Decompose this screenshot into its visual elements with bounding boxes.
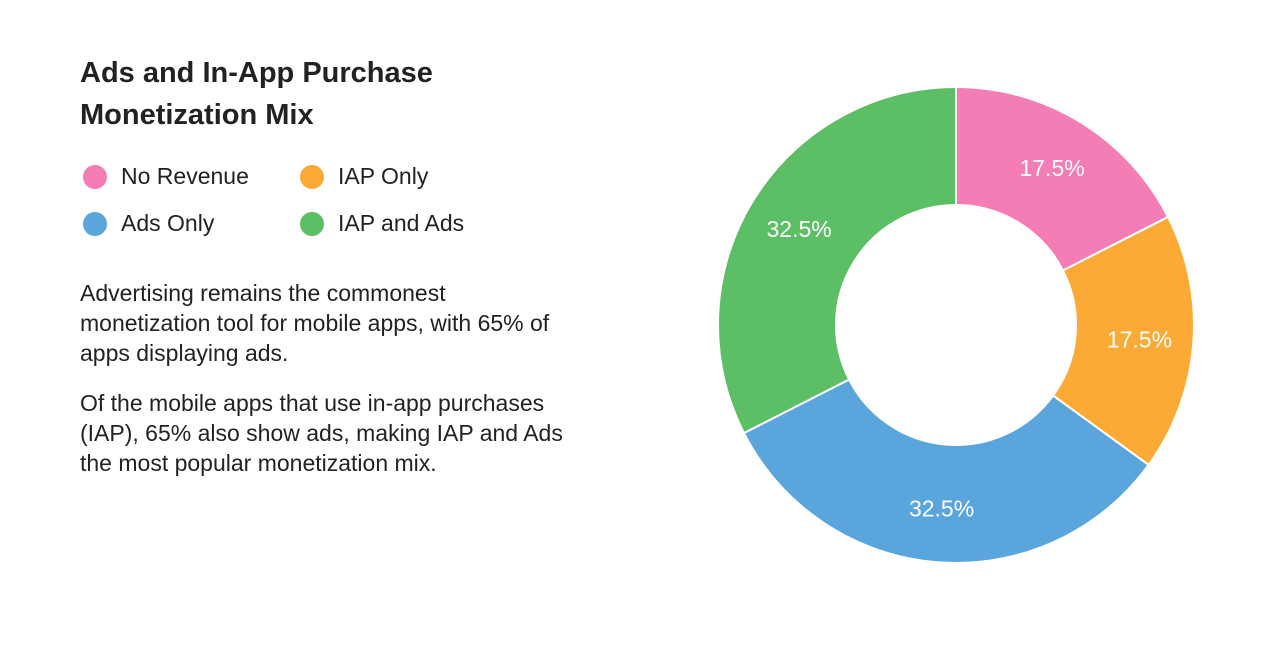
legend: No Revenue IAP Only Ads Only IAP and Ads	[80, 162, 580, 238]
description-paragraph-ads: Advertising remains the commonest moneti…	[80, 280, 550, 366]
slice-label-iap-and-ads: 32.5%	[767, 216, 832, 242]
donut-chart-svg: 17.5% 17.5% 32.5% 32.5%	[717, 85, 1196, 564]
legend-swatch-no-revenue	[83, 164, 107, 189]
legend-swatch-ads-only	[83, 211, 107, 236]
legend-label: Ads Only	[121, 210, 215, 236]
legend-swatch-iap-and-ads	[300, 211, 324, 236]
left-panel: Ads and In-App Purchase Monetization Mix…	[80, 52, 580, 498]
slice-iap-and-ads	[717, 85, 957, 435]
description: Advertising remains the commonest moneti…	[80, 278, 580, 478]
description-paragraph-iap: Of the mobile apps that use in-app purch…	[80, 390, 563, 476]
slice-iap-only	[1051, 215, 1196, 467]
legend-label: IAP and Ads	[338, 210, 465, 236]
legend-item-ads-only: Ads Only	[80, 209, 300, 238]
slice-label-ads-only: 32.5%	[909, 495, 974, 521]
slice-label-iap-only: 17.5%	[1107, 326, 1172, 352]
slice-label-no-revenue: 17.5%	[1020, 155, 1085, 181]
slice-ads-only	[742, 378, 1150, 564]
slice-no-revenue	[955, 85, 1170, 272]
legend-label: No Revenue	[121, 163, 249, 189]
legend-swatch-iap-only	[300, 164, 324, 189]
legend-label: IAP Only	[338, 163, 429, 189]
legend-item-iap-and-ads: IAP and Ads	[300, 209, 520, 238]
chart-title: Ads and In-App Purchase Monetization Mix	[80, 57, 433, 131]
legend-item-no-revenue: No Revenue	[80, 162, 300, 191]
donut-chart: 17.5% 17.5% 32.5% 32.5%	[700, 70, 1210, 580]
legend-item-iap-only: IAP Only	[300, 162, 520, 191]
